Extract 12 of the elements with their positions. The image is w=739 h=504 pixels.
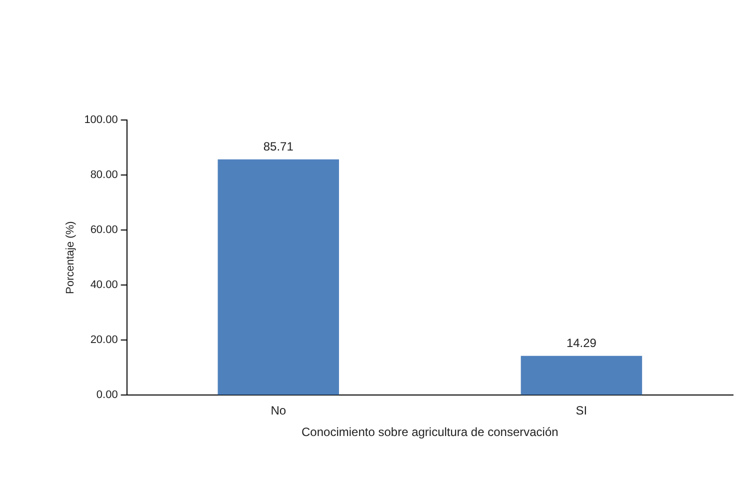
y-tick-label: 100.00 [84, 114, 118, 126]
y-tick-label: 60.00 [90, 224, 118, 236]
y-tick-label: 80.00 [90, 169, 118, 182]
data-label: 85.71 [263, 140, 294, 154]
x-tick-label: No [270, 404, 286, 418]
y-tick-label: 40.00 [90, 279, 118, 292]
x-axis-title: Conocimiento sobre agricultura de conservación [302, 425, 558, 440]
y-axis-title: Porcentaje (%) [64, 221, 77, 294]
y-tick-label: 20.00 [90, 334, 118, 346]
y-tick-label: 0.00 [96, 389, 118, 402]
x-tick-label: SI [576, 404, 588, 418]
data-label: 14.29 [566, 336, 597, 350]
